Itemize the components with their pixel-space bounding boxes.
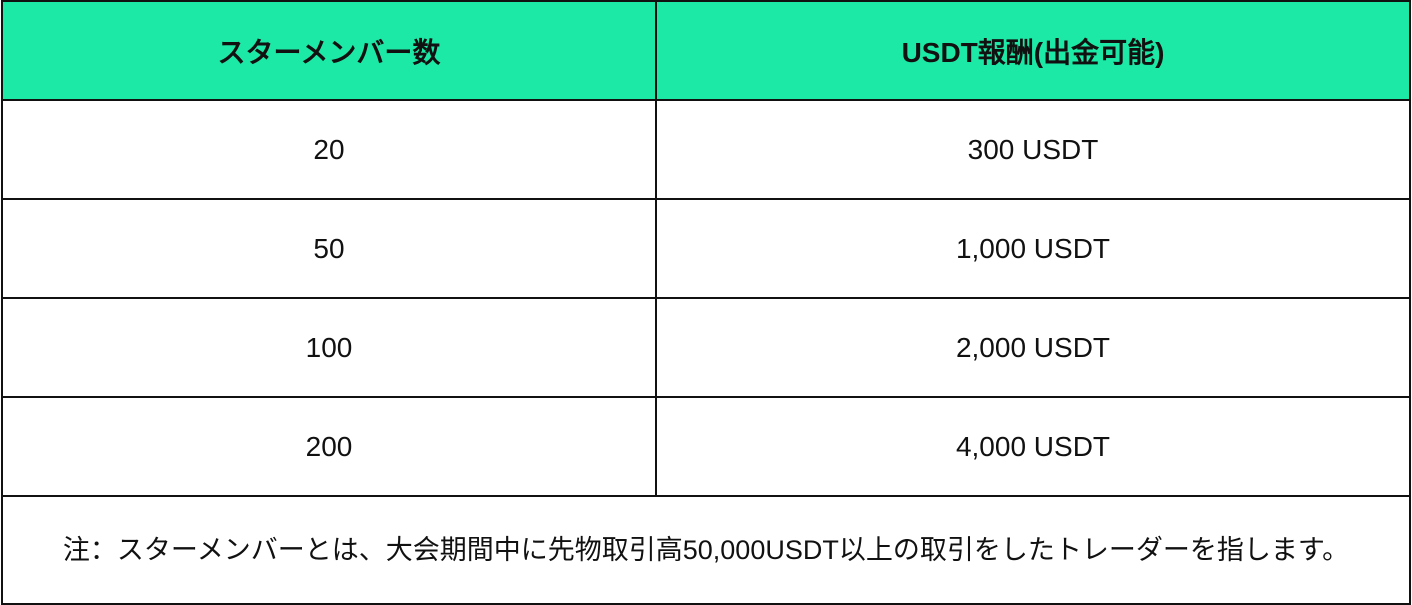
note-row: 注：スターメンバーとは、大会期間中に先物取引高50,000USDT以上の取引をし…: [1, 495, 1411, 605]
reward-cell: 2,000 USDT: [655, 297, 1411, 398]
reward-cell: 1,000 USDT: [655, 198, 1411, 299]
note-text: 注：スターメンバーとは、大会期間中に先物取引高50,000USDT以上の取引をし…: [1, 495, 1411, 605]
header-usdt-reward: USDT報酬(出金可能): [655, 0, 1411, 101]
members-cell: 100: [1, 297, 657, 398]
table-header-row: スターメンバー数 USDT報酬(出金可能): [1, 0, 1411, 101]
members-cell: 20: [1, 99, 657, 200]
table-row: 100 2,000 USDT: [1, 297, 1411, 398]
table-row: 50 1,000 USDT: [1, 198, 1411, 299]
reward-cell: 4,000 USDT: [655, 396, 1411, 497]
reward-cell: 300 USDT: [655, 99, 1411, 200]
table-row: 200 4,000 USDT: [1, 396, 1411, 497]
table-row: 20 300 USDT: [1, 99, 1411, 200]
header-star-members: スターメンバー数: [1, 0, 657, 101]
members-cell: 50: [1, 198, 657, 299]
members-cell: 200: [1, 396, 657, 497]
